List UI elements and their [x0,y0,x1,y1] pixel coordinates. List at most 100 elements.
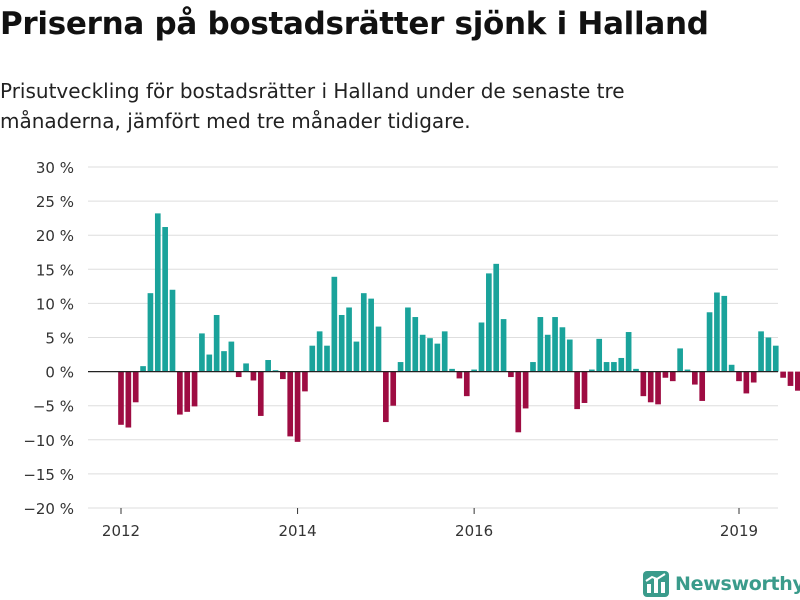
x-tick-label: 2012 [102,522,140,540]
y-tick-label: −10 % [23,432,74,450]
bar [118,371,124,425]
bar [478,322,485,372]
bar [765,337,772,372]
bar [191,371,198,407]
bar [206,354,213,372]
bar [184,371,191,412]
y-tick-label: 0 % [45,364,74,382]
brand-name: Newsworthy [675,573,800,595]
bar [353,341,360,372]
y-tick-label: 25 % [36,193,74,211]
y-tick-label: 15 % [36,261,74,279]
bar [360,293,367,372]
bar [456,371,463,379]
bar [221,351,227,372]
bar [633,368,639,372]
bar [603,362,610,372]
bar [463,371,470,397]
bar [441,331,448,372]
bar [500,319,507,372]
bar [280,371,286,380]
bar [574,371,580,410]
bar [780,371,786,378]
bar [515,371,522,433]
bar [471,369,477,372]
bar [397,362,404,372]
bar [147,293,154,372]
bar [537,317,544,372]
bar [316,331,323,372]
bar [132,371,139,403]
bar [647,371,654,403]
bar [692,371,698,385]
bar [787,371,794,386]
y-tick-label: −15 % [23,466,74,484]
bar [522,371,529,409]
bar [265,360,271,372]
bar [125,371,132,428]
bar [721,295,728,372]
bar [309,345,316,372]
bar [662,371,669,378]
bar [162,227,168,372]
bar [530,362,536,372]
bar [368,298,374,372]
bar [177,371,183,415]
bar [714,292,720,372]
bar [625,332,632,372]
bar [449,368,455,372]
bar [294,371,301,442]
bar [228,341,235,372]
chart-subtitle: Prisutveckling för bostadsrätter i Halla… [0,79,625,133]
brand[interactable]: Newsworthy [643,568,800,600]
bar [566,339,573,372]
bar [250,371,257,381]
bar [677,348,683,372]
bar [559,327,566,372]
y-tick-label: 10 % [36,295,74,313]
x-tick-label: 2014 [278,522,316,540]
bar [772,345,779,372]
bar [154,213,161,372]
x-tick-label: 2019 [720,522,758,540]
bar [331,276,338,372]
y-tick-label: 30 % [36,159,74,177]
bar [272,370,279,372]
bar [728,364,735,372]
bar [302,371,308,392]
bar [743,371,750,394]
bar [169,289,176,372]
y-tick-label: −20 % [23,500,74,518]
bar [552,317,558,372]
bar [427,338,433,372]
bar [375,326,382,372]
bar [684,369,691,372]
bar [235,371,242,378]
bar [640,371,647,397]
chart-title: Priserna på bostadsrätter sjönk i Hallan… [0,6,709,42]
bar [287,371,294,437]
bar [706,312,713,372]
bar [750,371,757,383]
bar [699,371,706,401]
bar [508,371,514,378]
bar [405,307,411,372]
bar [669,371,676,382]
bar [596,338,603,372]
bar [243,363,249,372]
bar [324,345,330,372]
bar [493,263,500,372]
bar [390,371,397,406]
x-tick-label: 2016 [455,522,493,540]
bar [655,371,661,405]
bar [758,331,764,372]
bar [581,371,588,403]
bar [213,314,220,372]
bar [419,334,426,372]
bar [434,343,441,372]
bar [140,366,146,372]
y-tick-label: −5 % [33,398,74,416]
bar [589,369,595,372]
bar [412,317,419,372]
